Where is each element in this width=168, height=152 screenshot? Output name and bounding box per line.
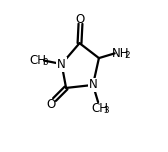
Text: 2: 2 xyxy=(125,51,130,60)
Text: O: O xyxy=(76,13,85,26)
Text: N: N xyxy=(89,78,97,92)
Text: CH: CH xyxy=(30,54,47,67)
Text: O: O xyxy=(46,98,55,111)
Text: CH: CH xyxy=(91,102,108,115)
Text: NH: NH xyxy=(112,47,129,60)
Text: N: N xyxy=(57,58,66,71)
Text: 3: 3 xyxy=(42,58,48,67)
Text: 3: 3 xyxy=(104,106,109,115)
